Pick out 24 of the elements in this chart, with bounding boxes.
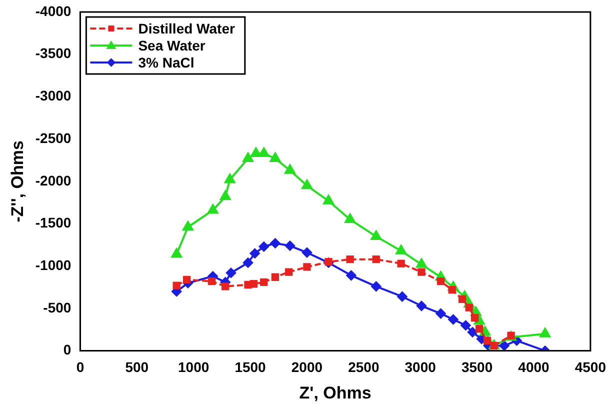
x-tick-label: 4000 bbox=[518, 359, 550, 376]
x-tick-label: 1500 bbox=[234, 359, 266, 376]
x-tick-label: 3000 bbox=[404, 359, 436, 376]
y-tick-label: -4000 bbox=[35, 2, 72, 19]
y-tick-label: -3000 bbox=[35, 88, 72, 104]
x-tick-label: 2500 bbox=[348, 359, 380, 376]
legend-label: Distilled Water bbox=[138, 20, 236, 36]
x-tick-label: 3500 bbox=[461, 359, 493, 376]
y-tick-label: -2000 bbox=[35, 172, 72, 188]
legend-label: Sea Water bbox=[138, 37, 206, 54]
x-tick-label: 0 bbox=[76, 359, 84, 376]
y-tick-label: 0 bbox=[63, 342, 72, 358]
legend-label: 3% NaCl bbox=[138, 54, 194, 70]
y-tick-label: -500 bbox=[43, 299, 72, 316]
y-tick-label: -3500 bbox=[35, 45, 72, 62]
x-tick-label: 4500 bbox=[574, 359, 606, 376]
y-axis-title: -Z'', Ohms bbox=[8, 140, 27, 222]
x-tick-label: 500 bbox=[125, 359, 149, 376]
x-tick-label: 1000 bbox=[178, 359, 210, 376]
x-axis-title: Z', Ohms bbox=[299, 383, 372, 402]
x-tick-label: 2000 bbox=[291, 359, 323, 376]
y-tick-label: -1000 bbox=[35, 256, 72, 273]
y-tick-label: -2500 bbox=[35, 130, 72, 146]
y-tick-label: -1500 bbox=[35, 214, 72, 231]
